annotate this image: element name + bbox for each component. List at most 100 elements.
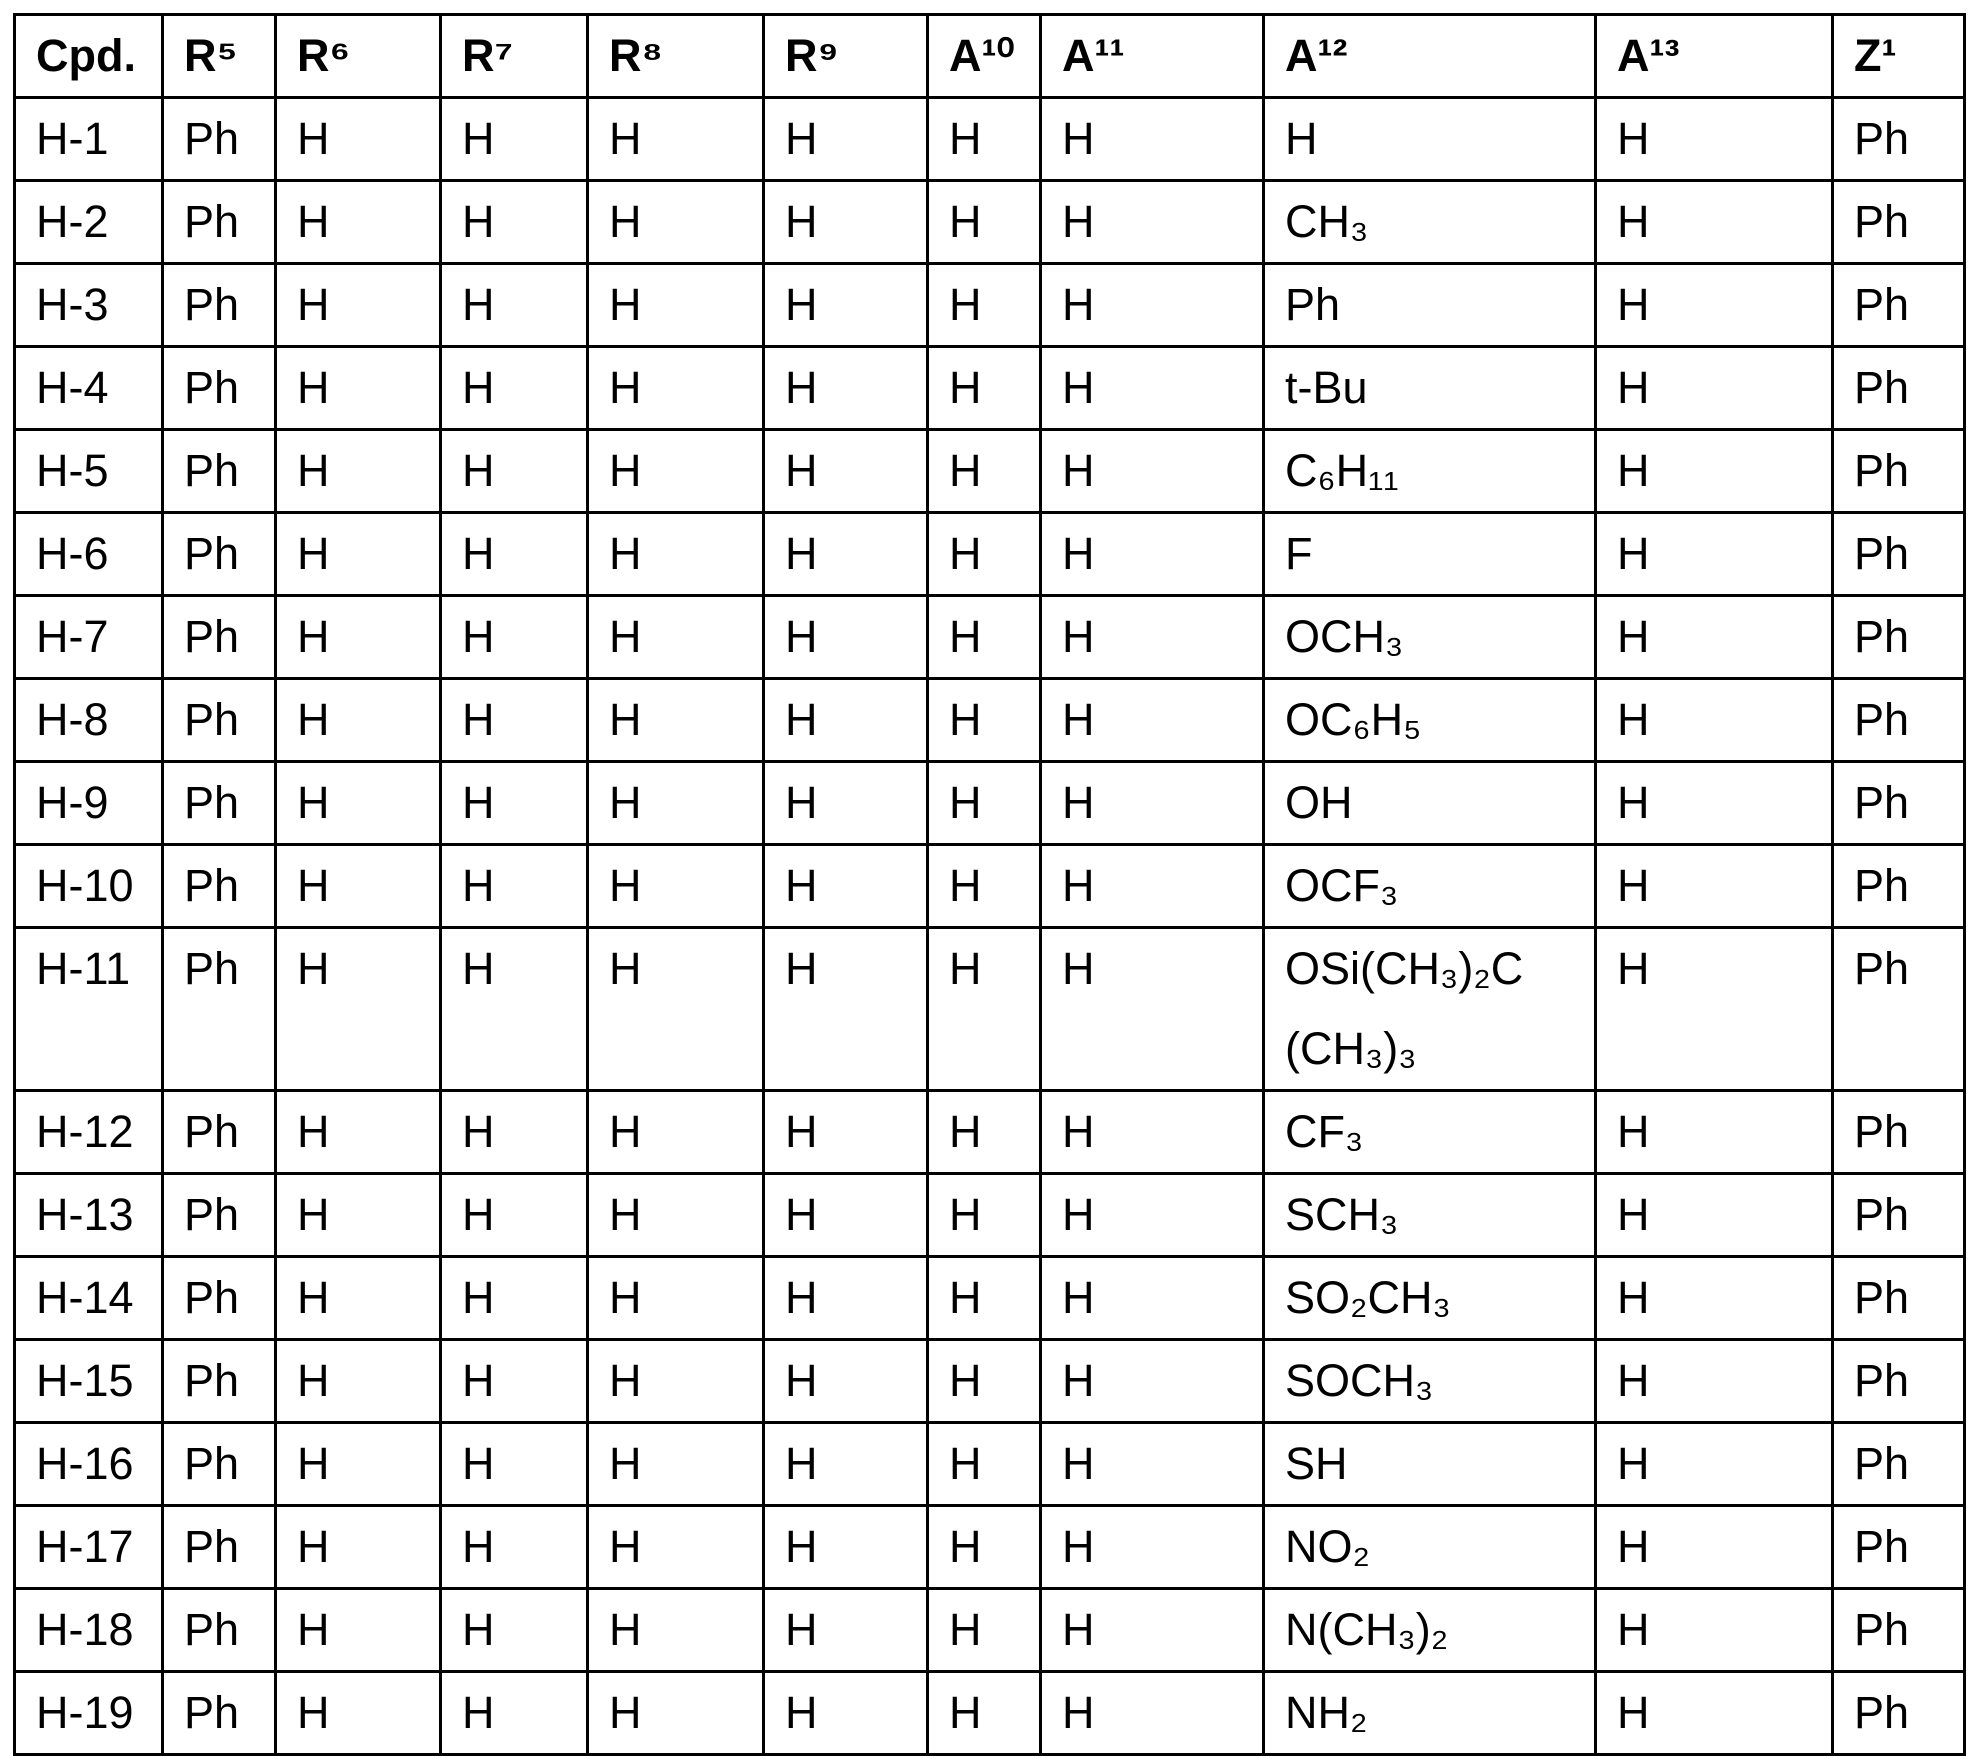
table-cell: H [1041, 1174, 1264, 1257]
table-cell: H [1596, 762, 1833, 845]
table-cell: H [764, 596, 928, 679]
table-cell: Ph [1833, 1091, 1965, 1174]
table-row: H-8PhHHHHHHOC₆H₅HPh [15, 679, 1965, 762]
table-cell: H [588, 181, 764, 264]
table-row: H-11PhHHHHHHOSi(CH₃)₂C (CH₃)₃HPh [15, 928, 1965, 1091]
table-cell: H [1041, 679, 1264, 762]
column-header: A¹⁰ [928, 15, 1041, 98]
table-cell: H [276, 264, 441, 347]
table-cell: Ph [163, 1589, 276, 1672]
column-header: R⁵ [163, 15, 276, 98]
table-cell: H [764, 1340, 928, 1423]
table-cell: H [441, 679, 588, 762]
table-cell: Ph [1264, 264, 1596, 347]
table-cell: H [764, 1672, 928, 1755]
table-cell: H [588, 596, 764, 679]
table-cell: H [764, 1174, 928, 1257]
table-cell: H-5 [15, 430, 163, 513]
table-cell: H [276, 98, 441, 181]
table-cell: H [588, 347, 764, 430]
table-cell: Ph [1833, 928, 1965, 1091]
table-cell: H [1041, 596, 1264, 679]
table-cell: H [276, 1174, 441, 1257]
table-cell: H [928, 347, 1041, 430]
table-row: H-9PhHHHHHHOHHPh [15, 762, 1965, 845]
table-cell: Ph [1833, 1174, 1965, 1257]
table-cell: H [276, 1589, 441, 1672]
table-cell: H [764, 513, 928, 596]
table-cell: H [1596, 1589, 1833, 1672]
table-cell: Ph [163, 264, 276, 347]
table-cell: Ph [163, 845, 276, 928]
table-row: H-18PhHHHHHHN(CH₃)₂HPh [15, 1589, 1965, 1672]
table-cell: H [441, 513, 588, 596]
table-cell: CH₃ [1264, 181, 1596, 264]
table-cell: Ph [1833, 1506, 1965, 1589]
table-cell: H-11 [15, 928, 163, 1091]
table-row: H-14PhHHHHHHSO₂CH₃HPh [15, 1257, 1965, 1340]
table-cell: H [1041, 1589, 1264, 1672]
table-row: H-1PhHHHHHHHHPh [15, 98, 1965, 181]
table-row: H-3PhHHHHHHPhHPh [15, 264, 1965, 347]
table-cell: Ph [163, 928, 276, 1091]
table-cell: H [1041, 264, 1264, 347]
table-cell: H [928, 181, 1041, 264]
table-cell: H [928, 1257, 1041, 1340]
table-cell: H [588, 762, 764, 845]
table-cell: C₆H₁₁ [1264, 430, 1596, 513]
table-cell: H [588, 1174, 764, 1257]
column-header: Cpd. [15, 15, 163, 98]
table-cell: Ph [163, 1506, 276, 1589]
table-row: H-10PhHHHHHHOCF₃HPh [15, 845, 1965, 928]
table-cell: H [1041, 1506, 1264, 1589]
table-cell: H [276, 1340, 441, 1423]
table-cell: H [441, 181, 588, 264]
table-cell: H-2 [15, 181, 163, 264]
column-header: A¹¹ [1041, 15, 1264, 98]
table-cell: H [1596, 1672, 1833, 1755]
table-cell: H [441, 98, 588, 181]
table-cell: H [588, 1423, 764, 1506]
table-cell: H [1041, 1423, 1264, 1506]
table-cell: H [276, 181, 441, 264]
table-cell: H [928, 264, 1041, 347]
table-cell: Ph [163, 1091, 276, 1174]
table-cell: H [276, 1423, 441, 1506]
table-cell: H [1596, 1091, 1833, 1174]
table-cell: Ph [1833, 181, 1965, 264]
table-cell: H [1041, 928, 1264, 1091]
table-cell: H [588, 264, 764, 347]
column-header: A¹² [1264, 15, 1596, 98]
table-cell: H [1041, 1672, 1264, 1755]
table-row: H-5PhHHHHHHC₆H₁₁HPh [15, 430, 1965, 513]
table-cell: OCF₃ [1264, 845, 1596, 928]
table-cell: H [764, 762, 928, 845]
table-cell: Ph [1833, 1257, 1965, 1340]
table-cell: H [928, 762, 1041, 845]
table-cell: H [1041, 98, 1264, 181]
table-cell: H [1264, 98, 1596, 181]
table-cell: H [276, 1257, 441, 1340]
table-cell: H [276, 1506, 441, 1589]
table-cell: H [1041, 1340, 1264, 1423]
table-cell: Ph [163, 513, 276, 596]
table-cell: H [764, 430, 928, 513]
table-cell: H [441, 1672, 588, 1755]
table-cell: Ph [163, 762, 276, 845]
table-cell: H [276, 762, 441, 845]
table-cell: H [1041, 181, 1264, 264]
table-cell: Ph [163, 1257, 276, 1340]
table-row: H-12PhHHHHHHCF₃HPh [15, 1091, 1965, 1174]
table-cell: t-Bu [1264, 347, 1596, 430]
table-cell: Ph [163, 679, 276, 762]
table-cell: H [928, 679, 1041, 762]
table-cell: Ph [1833, 1423, 1965, 1506]
table-cell: H [1041, 347, 1264, 430]
table-cell: H-6 [15, 513, 163, 596]
table-cell: H [928, 596, 1041, 679]
table-cell: H [1596, 928, 1833, 1091]
table-cell: H [1041, 513, 1264, 596]
table-cell: Ph [1833, 1672, 1965, 1755]
table-cell: H [764, 1423, 928, 1506]
table-cell: H [1596, 430, 1833, 513]
